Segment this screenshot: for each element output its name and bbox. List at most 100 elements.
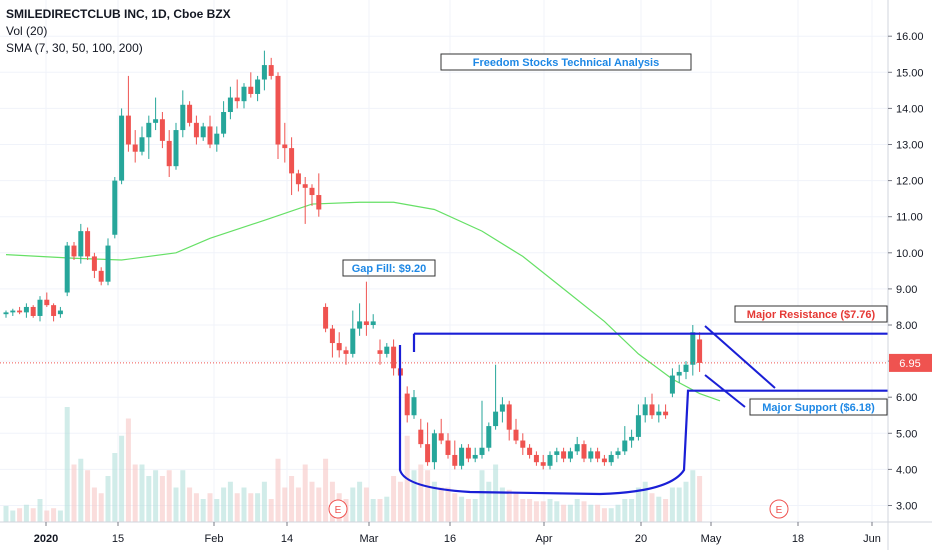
volume-bar (384, 496, 390, 522)
candle-body (91, 256, 97, 271)
y-tick-label: 9.00 (896, 284, 917, 296)
candle-body (581, 444, 587, 459)
candle-body (629, 436, 635, 441)
volume-bar (615, 504, 621, 522)
candle-body (574, 444, 580, 452)
volume-bar (574, 499, 580, 522)
candle-body (472, 454, 478, 459)
volume-bar (411, 470, 417, 522)
volume-bar (425, 470, 431, 522)
volume-bar (173, 487, 179, 522)
volume-bar (289, 476, 295, 522)
x-tick-label: 20 (635, 533, 647, 545)
volume-bar (71, 464, 77, 522)
y-tick-label: 11.00 (896, 212, 923, 224)
candle-body (493, 411, 499, 427)
volume-bar (159, 476, 165, 522)
candle-body (98, 270, 104, 282)
volume-bar (64, 407, 70, 522)
volume-bar (669, 487, 675, 522)
volume-bar (207, 493, 213, 522)
support-label: Major Support ($6.18) (762, 402, 875, 414)
candle-body (479, 447, 485, 455)
gap-fill-label-box (342, 259, 436, 277)
candle-body (425, 444, 431, 463)
volume-bar (561, 504, 567, 522)
candle-body (533, 454, 539, 463)
legend-sma[interactable]: SMA (7, 30, 50, 100, 200) (6, 41, 143, 55)
candle-body (200, 126, 206, 138)
volume-bar (261, 481, 267, 522)
candle-body (146, 122, 152, 138)
candle-body (363, 321, 369, 325)
candle-body (431, 433, 437, 463)
candle-body (309, 187, 315, 196)
candle-body (622, 440, 628, 452)
candle-body (207, 126, 213, 145)
candle-body (697, 339, 703, 363)
candle-body (3, 312, 9, 315)
wedge-line-lower (704, 374, 746, 408)
volume-bar (581, 501, 587, 522)
candle-body (343, 350, 349, 354)
volume-bar (533, 501, 539, 522)
chart-legend: SMILEDIRECTCLUB INC, 1D, Cboe BZX Vol (2… (6, 6, 231, 57)
candle-body (567, 451, 573, 459)
candle-body (255, 79, 261, 94)
earnings-marker-label: E (335, 505, 342, 516)
candle-body (275, 75, 281, 145)
volume-bar (513, 493, 519, 522)
volume-bar (193, 493, 199, 522)
candle-body (601, 458, 607, 463)
candle-body (486, 426, 492, 448)
x-tick-label: 15 (112, 533, 124, 545)
volume-bar (187, 487, 193, 522)
volume-bar (295, 487, 301, 522)
volume-bar (227, 481, 233, 522)
volume-bar (554, 501, 560, 522)
candle-body (404, 393, 410, 416)
x-tick-label: 14 (281, 533, 293, 545)
candle-body (635, 415, 641, 437)
candle-body (23, 306, 29, 313)
candle-body (350, 328, 356, 354)
volume-bar (268, 499, 274, 522)
volume-bar (445, 487, 451, 522)
candle-body (561, 451, 567, 459)
volume-bar (642, 481, 648, 522)
legend-symbol[interactable]: SMILEDIRECTCLUB INC, 1D, Cboe BZX (6, 7, 231, 21)
candle-body (663, 411, 669, 416)
x-tick-label: Feb (205, 533, 224, 545)
candle-body (615, 451, 621, 455)
volume-bar (57, 510, 63, 522)
volume-bar (622, 499, 628, 522)
volume-bar (676, 487, 682, 522)
y-tick-label: 8.00 (896, 320, 917, 332)
volume-bar (10, 510, 16, 522)
candle-body (391, 346, 397, 369)
earnings-marker-label: E (776, 505, 783, 516)
candle-body (690, 332, 696, 365)
candle-body (506, 404, 512, 430)
volume-bar (683, 481, 689, 522)
volume-bar (690, 470, 696, 522)
volume-bar (132, 464, 138, 522)
volume-bar (499, 487, 505, 522)
volume-bar (200, 499, 206, 522)
candle-body (554, 451, 560, 455)
candle-body (71, 245, 77, 257)
candle-body (302, 184, 308, 188)
volume-bar (51, 508, 57, 522)
legend-volume[interactable]: Vol (20) (6, 24, 48, 38)
volume-bar (663, 499, 669, 522)
volume-bar (465, 499, 471, 522)
analysis-title: Freedom Stocks Technical Analysis (473, 57, 659, 69)
candle-body (214, 133, 220, 145)
volume-bar (391, 476, 397, 522)
sma-line (5, 201, 721, 402)
volume-bar (527, 499, 533, 522)
y-tick-label: 13.00 (896, 140, 924, 152)
candle-body (316, 195, 322, 210)
y-tick-label: 16.00 (896, 31, 924, 43)
